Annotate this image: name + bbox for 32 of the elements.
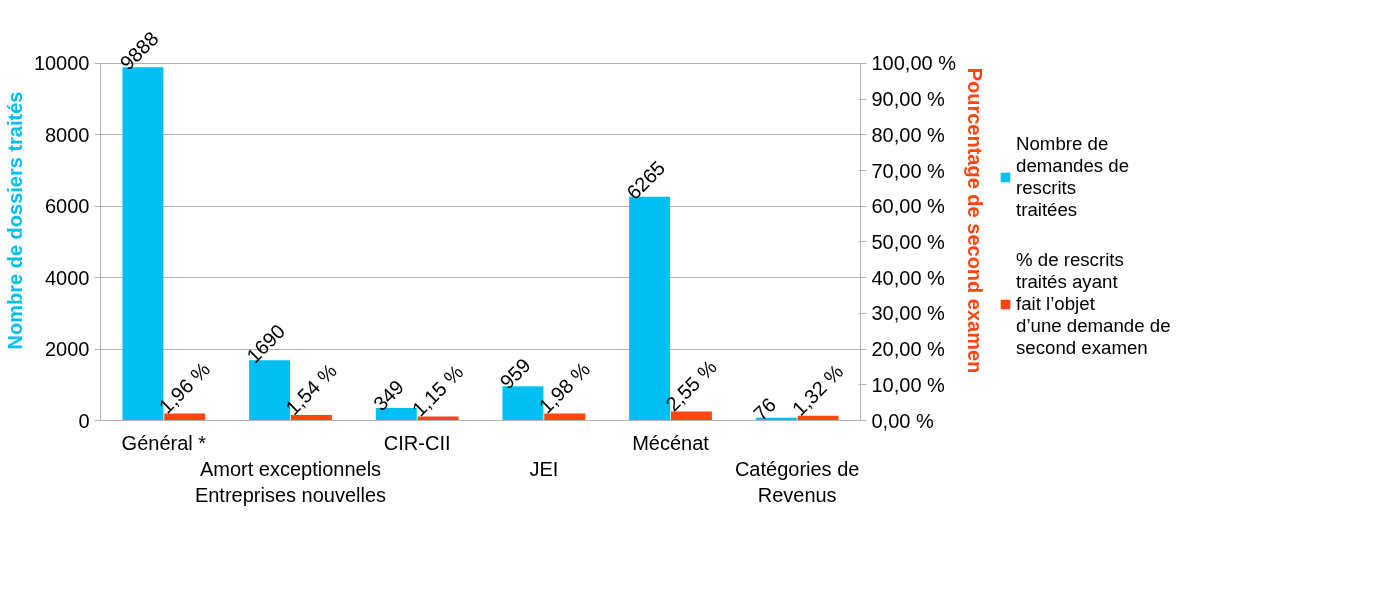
- y2-tick-label: 70,00 %: [871, 159, 946, 182]
- y-axis-title: Nombre de dossiers traités: [3, 91, 26, 350]
- x-tick-label: JEI: [529, 457, 559, 480]
- x-tick-label: Général *: [121, 431, 207, 454]
- y2-tick-label: 0,00 %: [871, 409, 934, 432]
- x-tick-label: CIR-CII: [383, 431, 451, 454]
- y2-tick-label: 10,00 %: [871, 373, 946, 396]
- y-tick-label: 8000: [45, 123, 90, 146]
- y2-axis-title: Pourcentage de second examen: [964, 67, 987, 374]
- y-tick-label: 0: [78, 409, 90, 432]
- y2-tick-label: 50,00 %: [871, 230, 946, 253]
- data-label: 1,32 %: [787, 360, 848, 420]
- legend-label: % de rescrits traités ayant fait l’objet d’une demande de second examen: [1016, 248, 1171, 359]
- y2-tick-label: 30,00 %: [871, 302, 946, 325]
- y2-tick-label: 60,00 %: [871, 195, 946, 218]
- y-tick-label: 10000: [33, 52, 90, 75]
- y-tick-label: 6000: [45, 195, 90, 218]
- y2-tick-label: 80,00 %: [871, 123, 946, 146]
- x-tick-label: Mécénat: [632, 431, 710, 454]
- x-tick-label: Amort exceptionnels Entreprises nouvelles: [194, 457, 387, 507]
- y-tick-label: 4000: [45, 266, 90, 289]
- data-label: 1,54 %: [281, 359, 341, 419]
- y2-tick-label: 90,00 %: [871, 88, 946, 111]
- y-tick-label: 2000: [45, 338, 90, 361]
- data-label: 349: [368, 375, 409, 415]
- y2-tick-label: 100,00 %: [871, 52, 957, 75]
- data-label: 959: [495, 353, 535, 394]
- legend-label: Nombre de demandes de rescrits traitées: [1016, 132, 1130, 221]
- x-tick-label: Catégories de Revenus: [734, 457, 860, 507]
- y2-tick-label: 20,00 %: [871, 338, 946, 361]
- y2-tick-label: 40,00 %: [871, 266, 946, 289]
- data-label: 76: [748, 393, 781, 425]
